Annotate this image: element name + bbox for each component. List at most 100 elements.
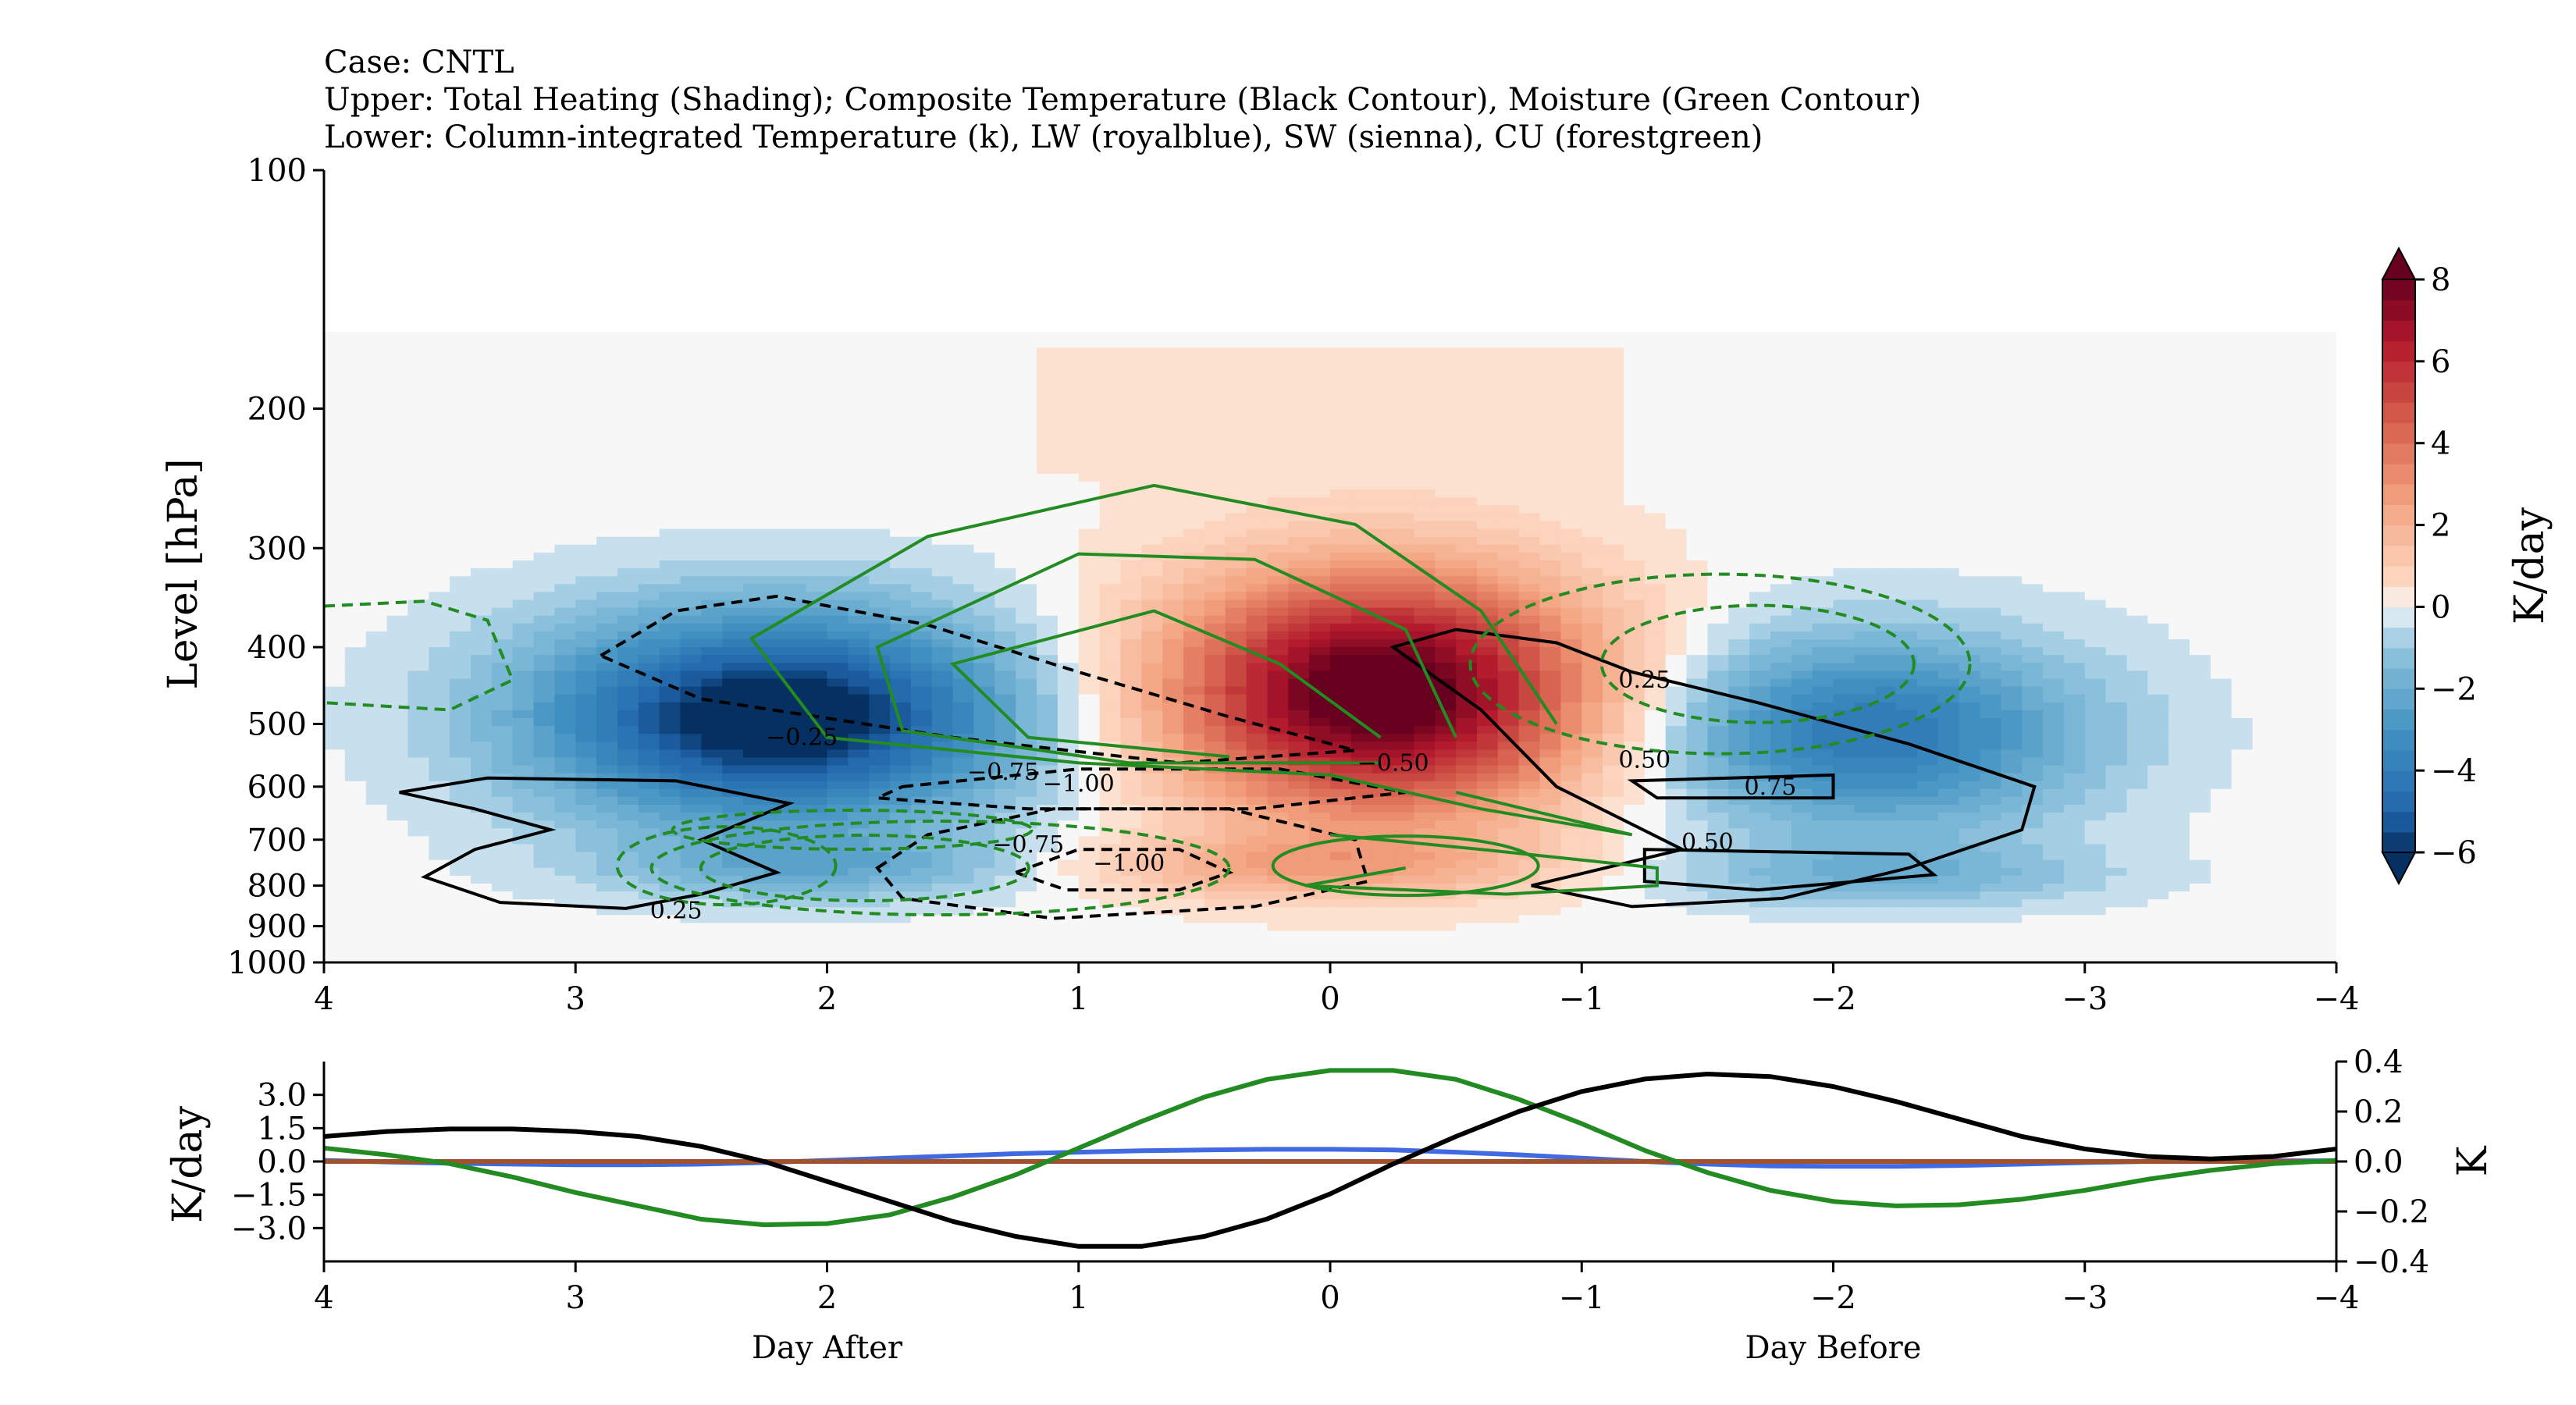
heating-cell xyxy=(1477,395,1499,404)
heating-cell xyxy=(1603,505,1624,514)
heating-cell xyxy=(1686,442,1709,451)
heating-cell xyxy=(638,340,660,349)
heating-cell xyxy=(638,678,660,688)
heating-cell xyxy=(533,528,556,538)
heating-cell xyxy=(1204,560,1226,569)
heating-cell xyxy=(1309,355,1331,365)
heating-cell xyxy=(1749,544,1771,553)
heating-cell xyxy=(1582,552,1603,561)
heating-cell xyxy=(533,670,556,680)
heating-cell xyxy=(1225,473,1247,482)
heating-cell xyxy=(1854,489,1877,498)
heating-cell xyxy=(1246,647,1268,656)
heating-cell xyxy=(743,734,765,743)
heating-cell xyxy=(1288,686,1310,695)
heating-cell xyxy=(1770,403,1792,411)
heating-cell xyxy=(575,726,597,735)
heating-cell xyxy=(2147,513,2169,522)
heating-cell xyxy=(1204,371,1226,380)
heating-cell xyxy=(1309,694,1331,703)
heating-cell xyxy=(512,726,535,735)
heating-cell xyxy=(344,395,367,404)
heating-cell xyxy=(450,568,471,577)
heating-cell xyxy=(1980,403,2002,411)
heating-cell xyxy=(1770,395,1792,404)
heating-cell xyxy=(890,450,912,459)
heating-cell xyxy=(1833,670,1856,680)
heating-cell xyxy=(386,702,409,711)
heating-cell xyxy=(344,371,367,380)
heating-cell xyxy=(2001,670,2023,680)
heating-cell xyxy=(1246,560,1268,569)
heating-cell xyxy=(533,489,556,498)
heating-cell xyxy=(827,521,849,530)
heating-cell xyxy=(344,426,367,436)
heating-cell xyxy=(1204,639,1226,648)
heating-cell xyxy=(1372,403,1394,411)
heating-cell xyxy=(701,544,724,553)
heating-cell xyxy=(1414,347,1436,357)
heating-cell xyxy=(638,560,660,569)
heating-cell xyxy=(1854,340,1877,349)
heating-cell xyxy=(1288,395,1310,404)
heating-cell xyxy=(1875,607,1897,617)
heating-cell xyxy=(1057,379,1080,388)
heating-cell xyxy=(869,623,891,632)
heating-cell xyxy=(722,544,744,553)
heating-cell xyxy=(2105,670,2128,680)
heating-cell xyxy=(1309,434,1331,443)
heating-cell xyxy=(827,473,849,482)
heating-cell xyxy=(2147,411,2169,420)
heating-cell xyxy=(1267,607,1290,617)
heating-cell xyxy=(1916,473,1939,482)
heating-cell xyxy=(680,363,703,372)
heating-cell xyxy=(407,482,430,490)
heating-cell xyxy=(1896,450,1918,459)
heating-cell xyxy=(1833,505,1856,514)
heating-cell xyxy=(743,710,765,719)
heating-cell xyxy=(1875,386,1897,396)
heating-cell xyxy=(365,678,388,688)
heating-cell xyxy=(1225,623,1247,632)
heating-cell xyxy=(1749,403,1771,411)
heating-cell xyxy=(1372,379,1394,388)
heating-cell xyxy=(973,670,996,680)
heating-cell xyxy=(471,678,493,688)
heating-cell xyxy=(2126,403,2149,411)
heating-cell xyxy=(1560,528,1583,538)
heating-cell xyxy=(1854,386,1877,396)
heating-cell xyxy=(1854,552,1877,561)
heating-cell xyxy=(2315,497,2336,507)
heating-cell xyxy=(1099,497,1122,507)
heating-cell xyxy=(365,411,388,420)
heating-cell xyxy=(869,615,891,624)
heating-cell xyxy=(1078,655,1101,664)
heating-cell xyxy=(869,678,891,688)
heating-cell xyxy=(1644,607,1667,617)
heating-cell xyxy=(1078,528,1101,538)
heating-cell xyxy=(1518,663,1541,672)
heating-cell xyxy=(554,386,577,396)
heating-cell xyxy=(554,670,577,680)
heating-cell xyxy=(1330,355,1352,365)
heating-cell xyxy=(931,418,954,428)
heating-cell xyxy=(1875,599,1897,609)
heating-cell xyxy=(806,702,828,711)
heating-cell xyxy=(2169,497,2190,507)
heating-cell xyxy=(2105,521,2128,530)
heating-cell xyxy=(344,592,367,601)
heating-cell xyxy=(1916,726,1939,735)
heating-cell xyxy=(890,473,912,482)
heating-cell xyxy=(1560,332,1583,341)
heating-cell xyxy=(785,592,807,601)
heating-cell xyxy=(2294,371,2316,380)
heating-cell xyxy=(2273,560,2296,569)
heating-cell xyxy=(1330,442,1352,451)
heating-cell xyxy=(1707,332,1730,341)
heating-cell xyxy=(1875,568,1897,577)
heating-cell xyxy=(1016,694,1037,703)
heating-cell xyxy=(680,615,703,624)
heating-cell xyxy=(2294,710,2316,719)
heating-cell xyxy=(1812,513,1834,522)
heating-cell xyxy=(1916,552,1939,561)
